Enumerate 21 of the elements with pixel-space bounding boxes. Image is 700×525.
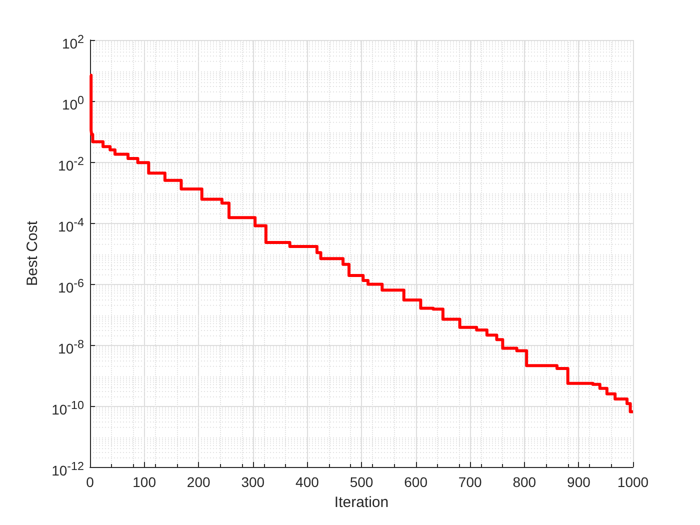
x-tick-label: 0: [86, 474, 94, 490]
x-tick-label: 800: [512, 474, 536, 490]
y-tick-label: 10$^{-2}$: [58, 154, 84, 174]
x-tick-label: 900: [567, 474, 591, 490]
y-tick-label: 10$^{-8}$: [58, 337, 84, 357]
y-axis-title: Best Cost: [24, 220, 41, 286]
x-tick-label: 100: [132, 474, 156, 490]
y-tick-label: 10$^{-4}$: [58, 215, 84, 235]
y-tick-label: 10$^{0}$: [62, 93, 84, 113]
y-tick-label: 10$^{-6}$: [58, 276, 84, 296]
x-tick-label: 200: [186, 474, 210, 490]
x-tick-label: 300: [241, 474, 265, 490]
x-tick-label: 600: [404, 474, 428, 490]
y-tick-label: 10$^{-12}$: [52, 459, 84, 479]
x-tick-label: 500: [350, 474, 374, 490]
x-tick-label: 700: [458, 474, 482, 490]
x-tick-label: 400: [296, 474, 320, 490]
x-axis-title: Iteration: [334, 494, 389, 511]
y-tick-label: 10$^{-10}$: [52, 398, 84, 418]
x-tick-label: 1000: [617, 474, 649, 490]
y-tick-label: 10$^{2}$: [62, 32, 84, 52]
